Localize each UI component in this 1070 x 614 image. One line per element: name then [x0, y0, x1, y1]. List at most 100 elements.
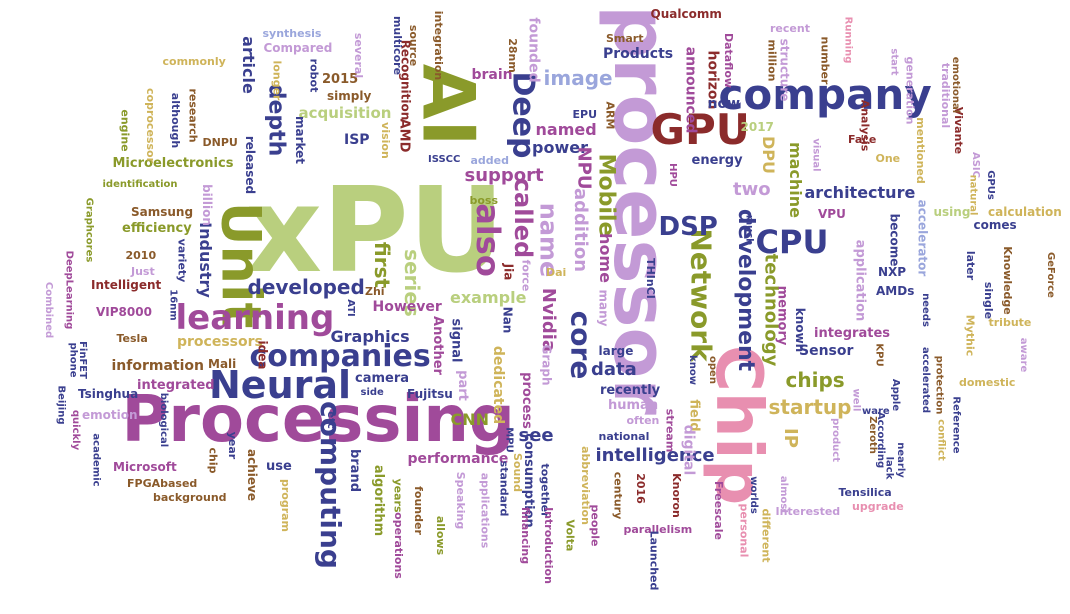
cloud-word: image — [543, 66, 613, 90]
cloud-word: billion — [199, 184, 214, 226]
cloud-word: Speaking — [453, 471, 467, 529]
cloud-word: Tsinghua — [78, 387, 139, 401]
cloud-word: brain — [471, 67, 513, 83]
cloud-word: Beijing — [54, 385, 66, 425]
cloud-word: VPU — [818, 207, 846, 221]
cloud-word: article — [238, 36, 258, 94]
cloud-word: calculation — [988, 205, 1062, 219]
cloud-word: Mobile — [592, 153, 618, 237]
cloud-word: Microelectronics — [112, 155, 234, 171]
cloud-word: Nvidia — [538, 287, 560, 353]
cloud-word: longer — [270, 60, 284, 100]
cloud-word: ISP — [344, 132, 370, 148]
cloud-word: abbreviation — [578, 445, 592, 525]
cloud-word: Smart — [606, 31, 644, 45]
cloud-word: conflict — [935, 419, 947, 461]
cloud-word: tribute — [988, 315, 1032, 329]
cloud-word: Graphics — [330, 327, 410, 346]
cloud-word: structure — [776, 38, 791, 102]
cloud-word: applications — [478, 472, 492, 548]
cloud-word: see — [518, 425, 554, 446]
cloud-word: power — [532, 138, 588, 157]
cloud-word: often — [626, 413, 660, 427]
cloud-word: Knoron — [669, 472, 683, 518]
cloud-word: financing — [518, 506, 532, 564]
cloud-word: recently — [600, 382, 661, 398]
cloud-word: Another — [429, 315, 445, 375]
cloud-word: intelligence — [595, 445, 715, 466]
cloud-word: 2016 — [633, 472, 647, 504]
cloud-word: Jia — [500, 263, 515, 281]
cloud-word: Tensilica — [838, 485, 892, 499]
cloud-word: learning — [175, 298, 335, 338]
cloud-word: addition — [570, 187, 592, 273]
cloud-word: robot — [307, 58, 321, 92]
cloud-word: companies — [249, 339, 431, 374]
cloud-word: etc — [324, 411, 336, 429]
cloud-word: 2010 — [125, 248, 157, 262]
cloud-word: application — [852, 239, 868, 321]
cloud-word: Compared — [263, 41, 333, 55]
cloud-word: digital — [679, 424, 696, 476]
cloud-word: Mali — [208, 357, 237, 371]
cloud-word: released — [243, 135, 258, 195]
cloud-word: performance — [407, 451, 509, 467]
cloud-word: now — [707, 96, 741, 112]
cloud-word: Dai — [546, 265, 567, 279]
cloud-word: Neural — [209, 363, 352, 407]
cloud-word: background — [153, 490, 227, 504]
cloud-word: recent — [770, 21, 810, 35]
cloud-word: different — [759, 508, 773, 562]
cloud-word: Analysis — [858, 99, 872, 151]
cloud-word: many — [595, 289, 610, 327]
cloud-word: Freescale — [711, 480, 725, 540]
cloud-word: accelerator — [914, 199, 929, 277]
cloud-word: stream — [663, 408, 677, 452]
cloud-word: chips — [785, 368, 845, 392]
cloud-word: brand — [346, 448, 362, 492]
cloud-word: phone — [67, 342, 79, 378]
cloud-word: several — [351, 32, 365, 78]
cloud-word: Qualcomm — [650, 7, 722, 21]
cloud-word: Running — [841, 16, 853, 64]
cloud-word: Industry — [195, 222, 215, 298]
cloud-word: force — [519, 259, 533, 291]
cloud-word: year — [225, 431, 239, 459]
cloud-word: ARM — [603, 101, 617, 129]
cloud-word: engine — [118, 108, 132, 152]
cloud-word: 2015 — [322, 71, 359, 87]
cloud-word: Interested — [775, 504, 841, 518]
cloud-word: almost — [778, 475, 790, 515]
cloud-word: side — [360, 387, 384, 398]
cloud-word: Zhi — [365, 284, 385, 298]
cloud-word: startup — [768, 395, 852, 419]
cloud-word: support — [464, 165, 544, 186]
cloud-word: later — [963, 250, 977, 280]
cloud-word: single — [981, 281, 995, 319]
cloud-word: IP — [779, 428, 801, 448]
cloud-word: developed — [247, 275, 365, 299]
cloud-word: MPU — [503, 427, 515, 453]
cloud-word: company — [718, 70, 932, 119]
cloud-word: Fujitsu — [407, 387, 453, 401]
cloud-word: CNN — [450, 410, 490, 429]
cloud-word: boss — [469, 193, 499, 207]
cloud-word: Knowledge — [1000, 245, 1014, 315]
cloud-word: machine — [786, 141, 806, 219]
cloud-word: called — [509, 177, 538, 259]
cloud-word: achieve — [244, 449, 259, 501]
cloud-word: first — [370, 241, 395, 289]
cloud-word: program — [278, 478, 292, 532]
cloud-word: operations — [391, 511, 405, 579]
cloud-word: large — [598, 344, 634, 358]
cloud-word: FPGAbased — [127, 476, 198, 490]
cloud-word: DPU — [759, 136, 778, 174]
cloud-word: energy — [691, 152, 743, 168]
cloud-word: comes — [973, 218, 1017, 232]
cloud-word: use — [266, 458, 292, 474]
cloud-word: vision — [378, 121, 392, 159]
cloud-word: Samsung — [131, 205, 194, 219]
cloud-word: efficiency — [122, 220, 192, 236]
cloud-word: Vivante — [951, 106, 965, 154]
cloud-word: DSP — [658, 212, 718, 242]
